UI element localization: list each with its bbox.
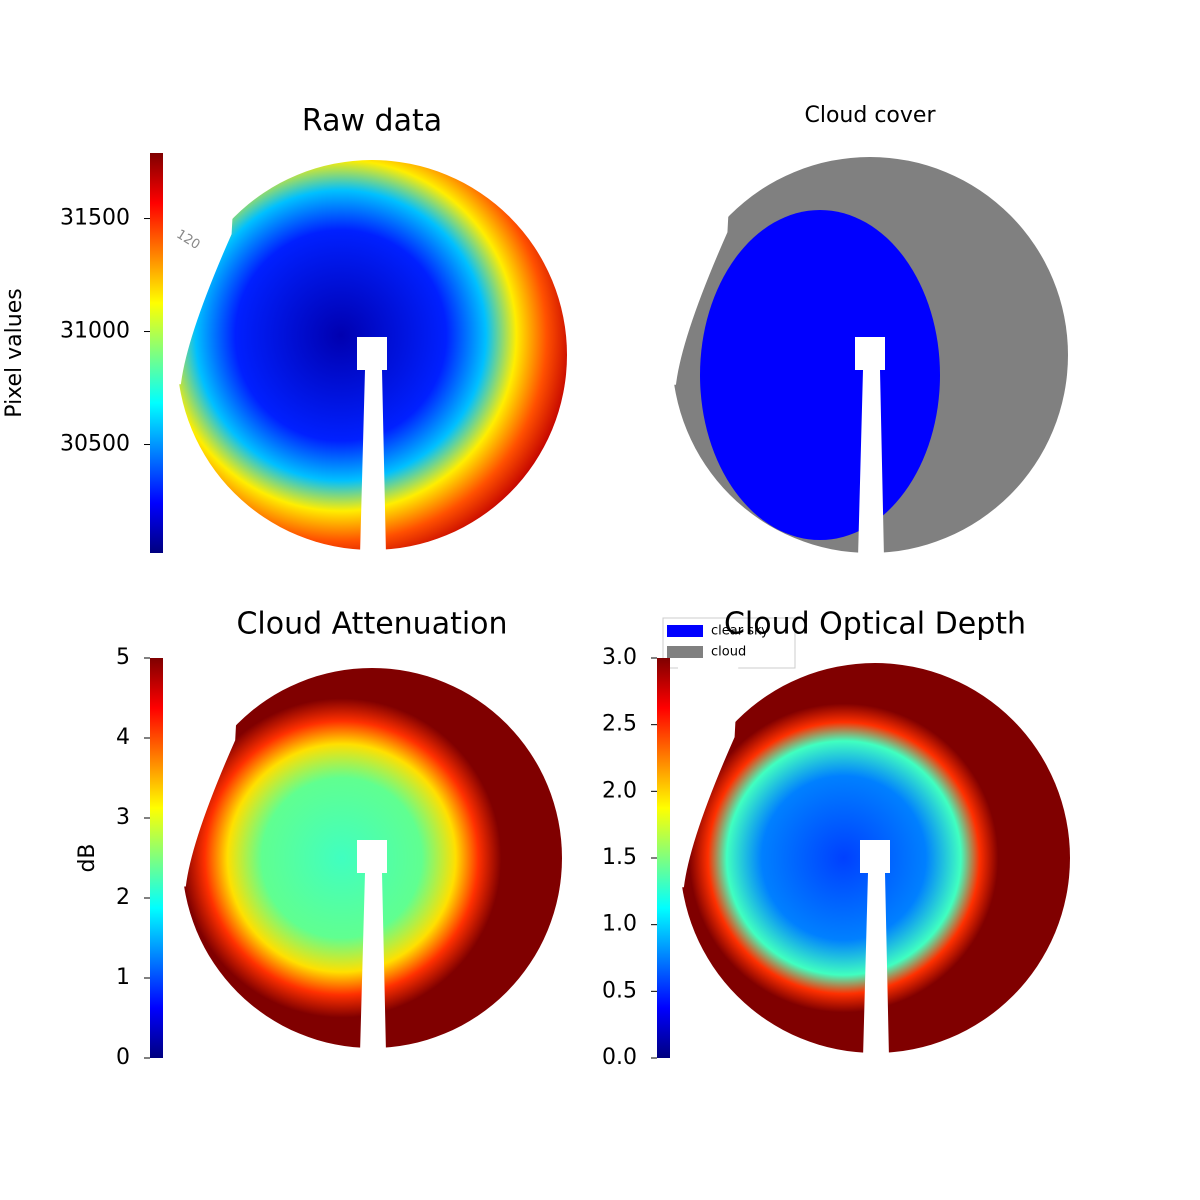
colorbar-tick-label: 5 <box>116 645 130 670</box>
horizon-mask <box>670 157 732 385</box>
colorbar <box>657 658 670 1058</box>
colorbar-label: Pixel values <box>2 288 27 417</box>
colorbar-tick-label: 1 <box>116 965 130 990</box>
colorbar-tick-label: 1.5 <box>602 845 637 870</box>
clear-region <box>700 210 940 540</box>
colorbar-label: dB <box>75 843 100 872</box>
colorbar-tick-label: 2 <box>116 885 130 910</box>
colorbar-tick-label: 31000 <box>60 319 130 344</box>
colorbar <box>150 153 163 553</box>
colorbar-tick-label: 0.5 <box>602 978 637 1003</box>
colorbar-tick-label: 0 <box>116 1045 130 1070</box>
pole-mask <box>357 337 387 555</box>
horizon-mask <box>678 663 739 888</box>
legend-label: cloud <box>711 645 746 660</box>
colorbar <box>150 658 163 1058</box>
colorbar-tick-label: 0.0 <box>602 1045 637 1070</box>
legend-swatch <box>667 625 703 637</box>
panel-title: Raw data <box>302 104 442 139</box>
legend-swatch <box>667 646 703 658</box>
colorbar-tick-label: 30500 <box>60 432 130 457</box>
panel-title: Cloud cover <box>805 103 937 128</box>
panel-title: Cloud Attenuation <box>236 607 507 642</box>
colorbar-tick-label: 2.0 <box>602 778 637 803</box>
panel-title: Cloud Optical Depth <box>724 607 1026 642</box>
colorbar-tick-label: 3.0 <box>602 645 637 670</box>
legend-label: clear sky <box>711 624 769 639</box>
legend: clear sky cloud <box>662 617 796 669</box>
horizon-mask <box>180 668 239 887</box>
colorbar-tick-label: 4 <box>116 725 130 750</box>
horizon-mask <box>175 160 236 385</box>
pole-mask <box>860 840 890 1058</box>
pole-mask <box>855 337 885 558</box>
pole-mask <box>357 840 387 1053</box>
colorbar-tick-label: 2.5 <box>602 712 637 737</box>
colorbar-tick-label: 1.0 <box>602 912 637 937</box>
colorbar-tick-label: 3 <box>116 805 130 830</box>
colorbar-tick-label: 31500 <box>60 206 130 231</box>
